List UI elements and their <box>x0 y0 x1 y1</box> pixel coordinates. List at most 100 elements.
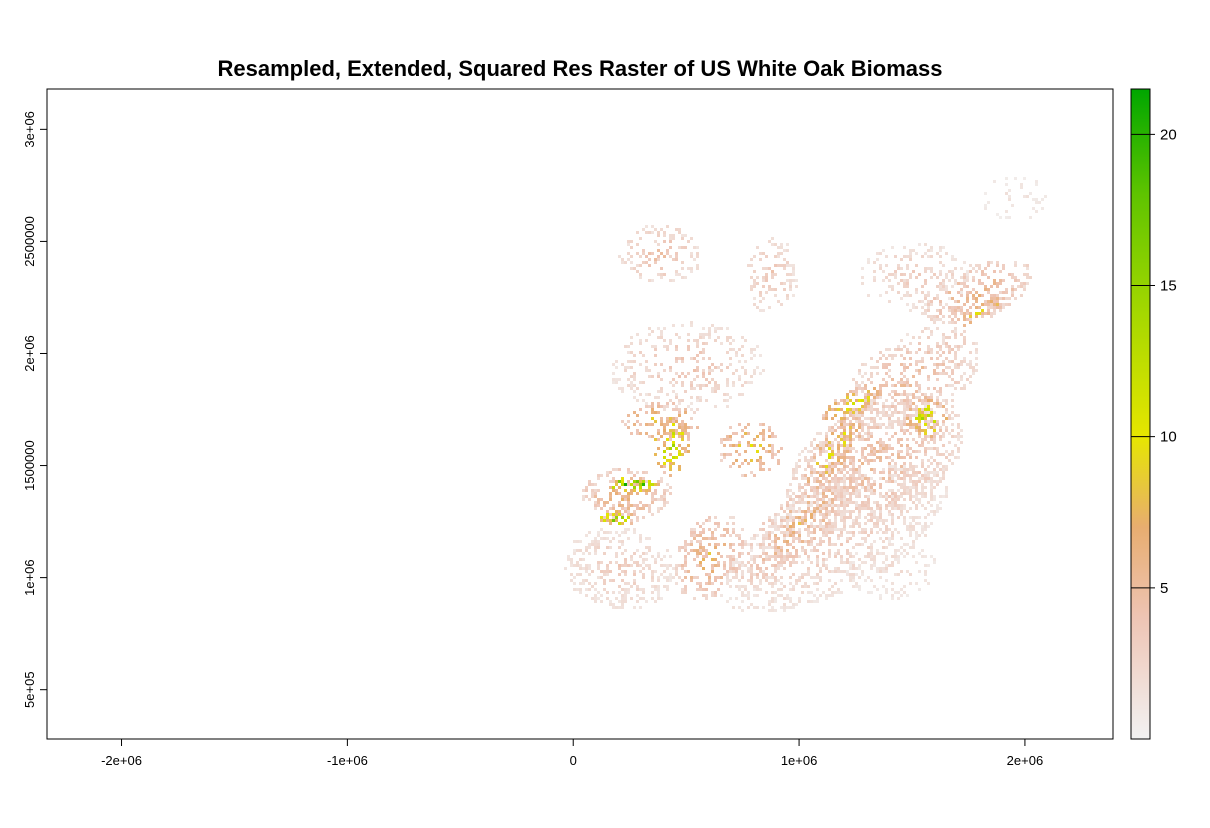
raster-cell <box>660 477 663 480</box>
raster-cell <box>861 537 864 540</box>
raster-cell <box>954 336 957 339</box>
raster-cell <box>705 552 708 555</box>
raster-cell <box>681 423 684 426</box>
raster-cell <box>903 273 906 276</box>
raster-cell <box>870 408 873 411</box>
raster-cell <box>819 483 822 486</box>
raster-cell <box>669 579 672 582</box>
raster-cell <box>846 438 849 441</box>
raster-cell <box>930 357 933 360</box>
raster-cell <box>912 270 915 273</box>
raster-cell <box>711 363 714 366</box>
raster-cell <box>957 435 960 438</box>
raster-cell <box>828 408 831 411</box>
raster-cell <box>672 417 675 420</box>
raster-cell <box>852 468 855 471</box>
raster-cell <box>852 426 855 429</box>
raster-cell <box>879 393 882 396</box>
raster-cell <box>669 492 672 495</box>
raster-cell <box>834 495 837 498</box>
raster-cell <box>729 348 732 351</box>
raster-cell <box>918 348 921 351</box>
raster-cell <box>666 423 669 426</box>
raster-cell <box>867 435 870 438</box>
raster-cell <box>900 267 903 270</box>
raster-cell <box>705 582 708 585</box>
raster-cell <box>879 396 882 399</box>
raster-cell <box>840 558 843 561</box>
raster-cell <box>819 519 822 522</box>
raster-cell <box>879 294 882 297</box>
raster-cell <box>873 366 876 369</box>
raster-cell <box>621 597 624 600</box>
raster-cell <box>807 600 810 603</box>
raster-cell <box>663 576 666 579</box>
raster-cell <box>939 477 942 480</box>
raster-cell <box>879 411 882 414</box>
raster-cell <box>993 303 996 306</box>
raster-cell <box>867 486 870 489</box>
raster-cell <box>888 420 891 423</box>
raster-cell <box>867 459 870 462</box>
raster-cell <box>585 486 588 489</box>
raster-cell <box>813 471 816 474</box>
raster-cell <box>936 363 939 366</box>
raster-cell <box>705 555 708 558</box>
raster-cell <box>627 507 630 510</box>
raster-cell <box>660 417 663 420</box>
raster-cell <box>840 513 843 516</box>
raster-cell <box>663 273 666 276</box>
raster-cell <box>861 543 864 546</box>
raster-cell <box>870 399 873 402</box>
raster-cell <box>765 546 768 549</box>
raster-cell <box>906 447 909 450</box>
raster-cell <box>831 531 834 534</box>
raster-cell <box>834 489 837 492</box>
raster-cell <box>867 453 870 456</box>
raster-cell <box>624 594 627 597</box>
raster-cell <box>909 528 912 531</box>
raster-cell <box>921 495 924 498</box>
raster-cell <box>660 405 663 408</box>
raster-cell <box>942 306 945 309</box>
raster-cell <box>783 555 786 558</box>
raster-cell <box>975 306 978 309</box>
raster-cell <box>834 453 837 456</box>
raster-cell <box>696 576 699 579</box>
raster-cell <box>855 501 858 504</box>
raster-cell <box>798 528 801 531</box>
raster-cell <box>693 597 696 600</box>
raster-cell <box>705 537 708 540</box>
raster-cell <box>705 573 708 576</box>
raster-cell <box>846 399 849 402</box>
raster-cell <box>729 579 732 582</box>
raster-cell <box>837 402 840 405</box>
raster-cell <box>813 516 816 519</box>
raster-cell <box>780 303 783 306</box>
raster-cell <box>789 519 792 522</box>
raster-cell <box>837 495 840 498</box>
raster-cell <box>651 423 654 426</box>
raster-cell <box>795 468 798 471</box>
raster-cell <box>768 516 771 519</box>
raster-cell <box>885 525 888 528</box>
raster-cell <box>696 345 699 348</box>
raster-cell <box>780 552 783 555</box>
raster-cell <box>861 483 864 486</box>
raster-cell <box>609 471 612 474</box>
raster-cell <box>621 606 624 609</box>
raster-cell <box>831 501 834 504</box>
raster-cell <box>843 441 846 444</box>
raster-cell <box>618 486 621 489</box>
raster-layer <box>564 177 1047 612</box>
raster-cell <box>807 531 810 534</box>
raster-cell <box>906 333 909 336</box>
raster-cell <box>651 597 654 600</box>
raster-cell <box>660 390 663 393</box>
raster-cell <box>981 294 984 297</box>
raster-region <box>957 294 1005 327</box>
raster-cell <box>807 465 810 468</box>
raster-cell <box>924 534 927 537</box>
raster-cell <box>783 609 786 612</box>
raster-cell <box>1035 210 1038 213</box>
